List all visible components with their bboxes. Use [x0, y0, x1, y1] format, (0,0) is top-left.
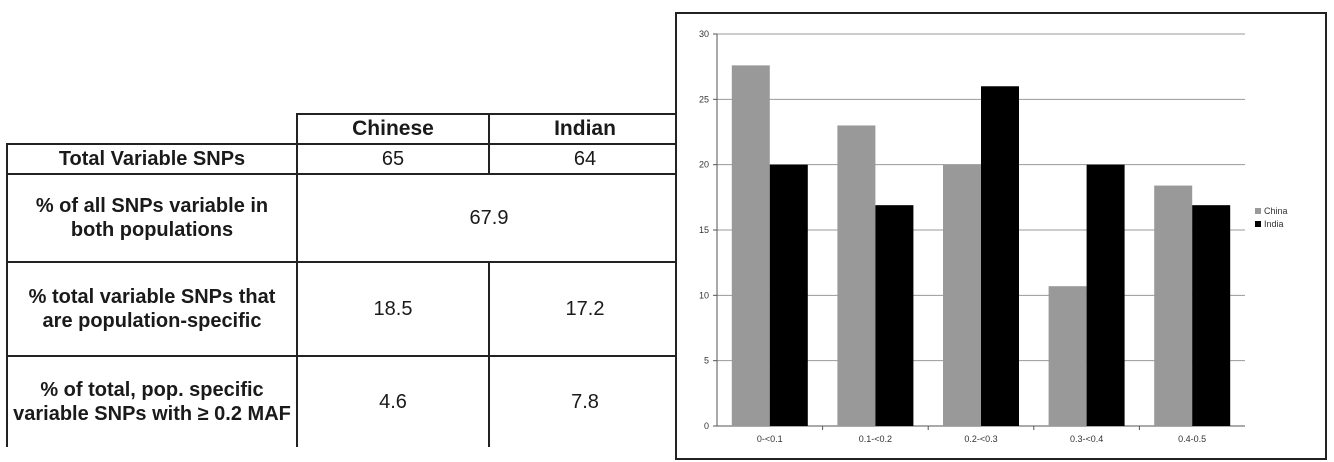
table-header-row: Chinese Indian: [7, 113, 682, 145]
bar-china: [1154, 185, 1193, 426]
legend-label-china: China: [1264, 206, 1288, 216]
bar-china: [943, 164, 981, 426]
bar-chart: 0 5 10 15 20 25 30 0-<0.1 0.1-<0.2 0.2-<0.3 0.3-<0…: [699, 29, 1288, 444]
bar-india: [769, 164, 808, 426]
cell-chinese: 65: [296, 143, 490, 175]
snp-stats-table: Chinese Indian Total Variable SNPs 65 64…: [6, 113, 682, 447]
legend-swatch-india: [1255, 221, 1261, 227]
header-indian: Indian: [488, 113, 682, 145]
row-label: % of total, pop. specific variable SNPs …: [6, 355, 298, 447]
bar-china: [1048, 286, 1087, 426]
row-label: % total variable SNPs that are populatio…: [6, 261, 298, 357]
legend-swatch-china: [1255, 208, 1261, 214]
y-tick-label: 30: [699, 29, 709, 39]
header-chinese: Chinese: [296, 113, 490, 145]
cell-merged: 67.9: [296, 173, 682, 263]
cell-chinese: 4.6: [296, 355, 490, 447]
table-row: % total variable SNPs that are populatio…: [6, 261, 682, 357]
legend-label-india: India: [1264, 219, 1284, 229]
y-tick-label: 0: [704, 421, 709, 431]
cell-indian: 17.2: [488, 261, 682, 357]
y-tick-label: 15: [699, 225, 709, 235]
y-tick-label: 5: [704, 356, 709, 366]
bar-china: [731, 65, 770, 427]
table-row: % of total, pop. specific variable SNPs …: [6, 355, 682, 447]
x-tick-label: 0.1-<0.2: [859, 434, 892, 444]
x-tick-label: 0-<0.1: [757, 434, 783, 444]
x-tick-label: 0.4-0.5: [1178, 434, 1206, 444]
cell-indian: 7.8: [488, 355, 682, 447]
bar-india: [981, 86, 1019, 427]
bar-india: [1086, 164, 1125, 426]
y-tick-label: 10: [699, 290, 709, 300]
cell-indian: 64: [488, 143, 682, 175]
header-blank: [7, 114, 298, 145]
bar-india: [875, 205, 914, 426]
row-label: % of all SNPs variable in both populatio…: [6, 173, 298, 263]
x-tick-label: 0.2-<0.3: [964, 434, 997, 444]
cell-chinese: 18.5: [296, 261, 490, 357]
y-tick-label: 25: [699, 94, 709, 104]
table-row: % of all SNPs variable in both populatio…: [6, 173, 682, 263]
table-row: Total Variable SNPs 65 64: [6, 143, 682, 175]
x-tick-label: 0.3-<0.4: [1070, 434, 1103, 444]
bar-india: [1192, 205, 1231, 426]
bar-china: [837, 125, 876, 426]
row-label: Total Variable SNPs: [6, 143, 298, 175]
chart-frame: 0 5 10 15 20 25 30 0-<0.1 0.1-<0.2 0.2-<0.3 0.3-<0…: [675, 12, 1327, 460]
y-tick-label: 20: [699, 160, 709, 170]
